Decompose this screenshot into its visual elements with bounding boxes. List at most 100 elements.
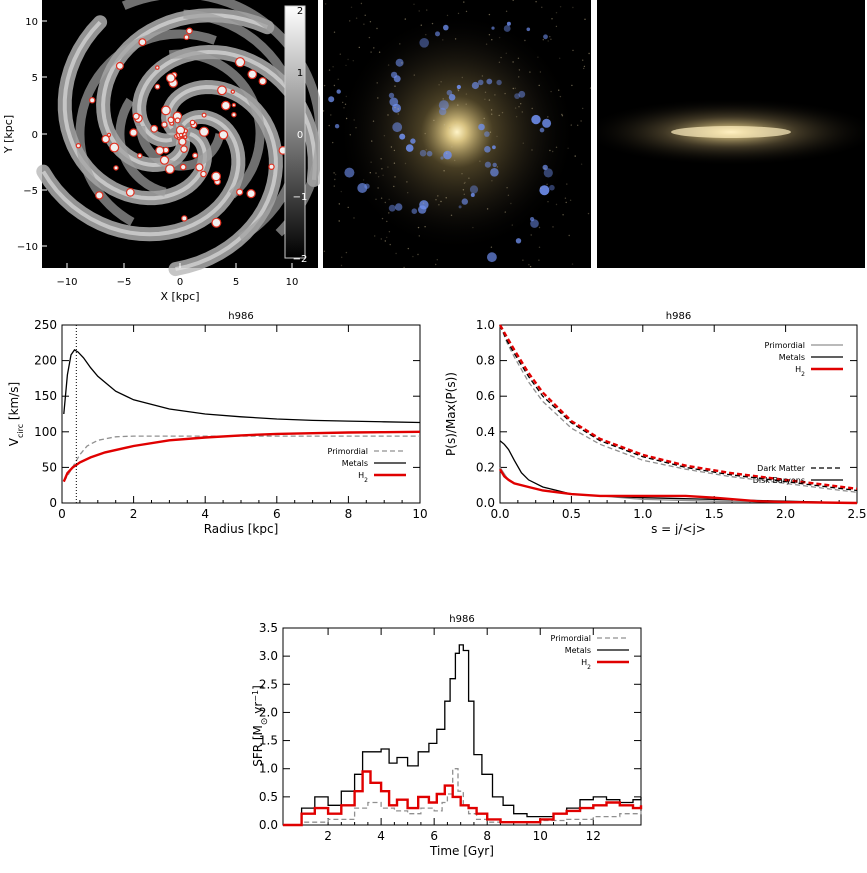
star-speck (488, 99, 491, 101)
star-speck (512, 61, 514, 63)
legend-label: H2 (358, 471, 368, 484)
x-tick-label: 6 (430, 829, 438, 843)
colorbar-tick-label: 2 (297, 6, 303, 17)
chart-title: h986 (228, 311, 253, 322)
legend-label: Metals (779, 353, 805, 362)
h2-contour (88, 96, 96, 104)
y-tick-label: 0.0 (259, 818, 278, 832)
h2-contour (235, 57, 246, 68)
gas-x-tick-label: −10 (56, 277, 77, 288)
star-speck (498, 36, 501, 39)
young-star-clump (539, 185, 550, 196)
star-speck (433, 119, 435, 122)
h2-contour (95, 191, 104, 200)
h2-contour (113, 165, 119, 171)
young-star-clump (487, 252, 497, 263)
young-star-clump (388, 92, 395, 99)
star-speck (358, 46, 360, 49)
star-speck (424, 226, 426, 228)
star-speck (377, 97, 379, 99)
star-speck (522, 259, 524, 261)
legend-label: Disk Baryons (753, 476, 805, 485)
x-tick-label: 2.5 (847, 507, 866, 521)
young-star-clump (542, 164, 548, 171)
gas-map-ylabel: Y [kpc] (2, 115, 15, 154)
young-star-clump (484, 146, 491, 153)
star-speck (340, 190, 342, 193)
young-star-clump (388, 204, 396, 212)
gas-ring-arc (136, 125, 225, 171)
star-speck (544, 167, 546, 169)
h2-contour (132, 112, 140, 120)
star-speck (562, 214, 564, 216)
star-speck (401, 62, 403, 64)
star-speck (464, 181, 466, 184)
x-tick-label: 8 (345, 507, 353, 521)
y-axis-label-part: −1 (251, 690, 260, 702)
star-speck (445, 197, 447, 199)
star-speck (352, 60, 354, 62)
star-speck (450, 214, 453, 216)
legend-label: Metals (565, 646, 591, 655)
young-star-clump (389, 97, 399, 107)
h2-contour (137, 152, 143, 159)
young-star-clump (515, 238, 522, 244)
y-tick-label: 0.0 (476, 496, 495, 510)
star-speck (535, 1, 537, 3)
x-tick-label: 10 (533, 829, 548, 843)
star-speck (571, 263, 574, 265)
chart-title: h986 (449, 614, 474, 625)
star-speck (360, 2, 363, 5)
star-speck (349, 20, 351, 22)
series-line (283, 768, 642, 826)
h2-contour (115, 61, 124, 70)
h2-contour (183, 34, 190, 41)
star-speck (484, 91, 487, 94)
star-speck (583, 65, 586, 68)
star-speck (446, 152, 448, 154)
star-speck (393, 162, 396, 164)
star-speck (435, 263, 437, 266)
y-tick-label: 0.6 (476, 389, 495, 403)
young-star-clump (357, 183, 368, 193)
young-star-clump (470, 193, 475, 197)
star-speck (552, 226, 554, 228)
star-speck (496, 166, 499, 168)
colorbar-tick-label: 0 (297, 130, 303, 141)
star-speck (538, 246, 541, 248)
star-speck (333, 31, 336, 33)
star-speck (342, 101, 344, 104)
y-tick-label: 100 (34, 425, 57, 439)
young-star-clumps (323, 0, 591, 268)
gas-map-axes: −10 −5 0 5 10 10 5 0 −5 −10 (17, 17, 298, 288)
star-speck (465, 103, 467, 105)
star-speck (580, 163, 583, 165)
star-speck (559, 95, 562, 98)
star-speck (364, 14, 366, 16)
legend-label: H2 (795, 365, 805, 378)
star-speck (442, 39, 444, 41)
star-speck (568, 234, 570, 237)
y-tick-label: 0.2 (476, 460, 495, 474)
star-speck (373, 47, 375, 49)
star-speck (465, 10, 468, 13)
h2-contour (179, 163, 187, 171)
star-speck (424, 132, 426, 135)
star-speck (387, 64, 390, 66)
star-speck (382, 174, 384, 176)
face-on-galaxy-image (323, 0, 591, 268)
star-speck (558, 89, 560, 91)
edge-on-galaxy-image (597, 0, 865, 268)
star-speck (345, 251, 348, 254)
star-speck (583, 67, 585, 70)
star-speck (363, 23, 365, 25)
y-tick-label: 1.5 (259, 734, 278, 748)
star-speck (407, 192, 409, 194)
star-speck (501, 111, 504, 114)
gas-x-tick-label: −5 (117, 277, 132, 288)
star-speck (371, 140, 373, 142)
h2-contour (230, 89, 235, 94)
star-speck (380, 238, 382, 240)
star-speck (374, 235, 376, 237)
star-speck (422, 202, 425, 204)
